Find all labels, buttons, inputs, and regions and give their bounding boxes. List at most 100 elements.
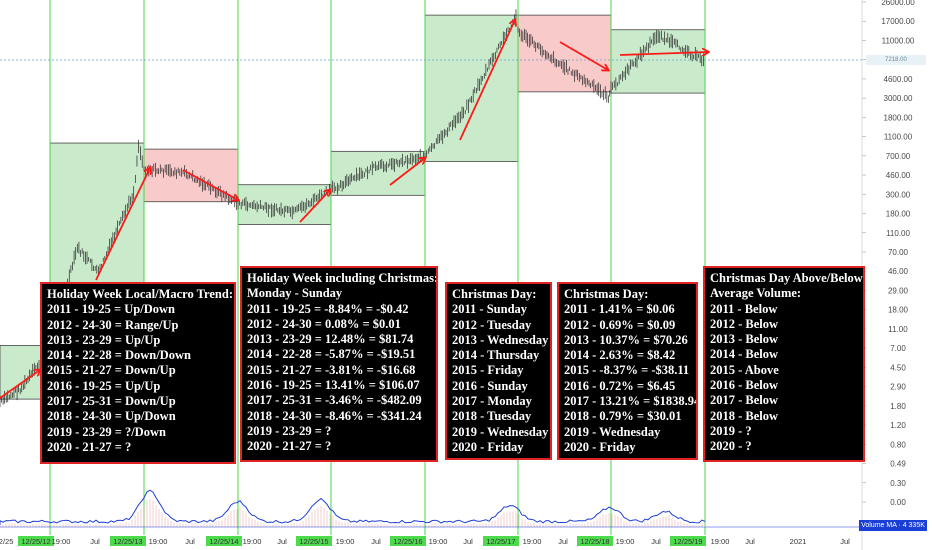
box-line: 2018 - Below (710, 408, 779, 423)
box-line: 2012 - Tuesday (452, 317, 532, 332)
date-tick-label: 12/25 (0, 537, 13, 546)
price-tick-label: 700.00 (886, 152, 911, 161)
date-tick-label: 12/25/16 (393, 537, 422, 546)
box-line: 2011 - Sunday (452, 302, 528, 317)
box-line: 2019 - ? (710, 423, 752, 438)
date-tick-label: Jul (558, 537, 568, 546)
price-axis: 26000.0017000.0011000.007100.004600.0030… (862, 0, 915, 507)
price-series (0, 9, 704, 408)
holiday-week-box: Holiday Week including Christmas: Monday… (240, 266, 438, 462)
date-tick-label: Jul (277, 537, 287, 546)
holiday-trend-title: Holiday Week Local/Macro Trend: (47, 287, 233, 301)
date-tick-label: 12/25/17 (486, 537, 515, 546)
box-line: 2011 - 1.41% = $0.06 (564, 302, 675, 317)
box-line: 2017 - 25-31 = -3.46% = -$482.09 (247, 393, 422, 408)
price-tick-label: 460.00 (886, 171, 911, 180)
zone-layer (0, 14, 706, 400)
date-highlight (18, 536, 54, 546)
christmas-pct-lines: 2011 - 1.41% = $0.06 2012 - 0.69% = $0.09… (564, 302, 698, 455)
date-highlight (670, 536, 706, 546)
box-line: 2017 - 25-31 = Down/Up (47, 394, 176, 409)
date-tick-label: 19:00 (711, 537, 730, 546)
date-tick-label: 2021 (790, 537, 807, 546)
christmas-pct-box: Christmas Day: 2011 - 1.41% = $0.06 2012 … (557, 282, 698, 460)
price-tick-label: 300.00 (886, 190, 911, 199)
price-tick-label: 0.00 (890, 498, 906, 507)
price-tick-label: 1800.00 (884, 113, 913, 122)
date-highlight (296, 536, 332, 546)
price-tick-label: 4.50 (890, 363, 906, 372)
price-tick-label: 11.00 (888, 325, 908, 334)
price-tick-label: 0.80 (890, 440, 906, 449)
box-line: 2020 - Friday (564, 439, 636, 454)
date-tick-label: 19:00 (149, 537, 168, 546)
christmas-volume-title: Christmas Day Above/Below (710, 271, 863, 285)
volume-series (0, 489, 706, 527)
box-line: 2014 - 22-28 = -5.87% = -$19.51 (247, 347, 416, 362)
box-line: 2013 - 23-29 = 12.48% = $81.74 (247, 332, 414, 347)
christmas-volume-box: Christmas Day Above/Below Average Volume… (703, 266, 865, 462)
price-tick-label: 4600.00 (884, 75, 913, 84)
box-line: 2012 - 24-30 = 0.08% = $0.01 (247, 316, 401, 331)
box-line: 2017 - Monday (452, 394, 532, 409)
holiday-week-lines: Monday - Sunday 2011 - 19-25 = -8.84% = -… (247, 286, 431, 454)
box-line: 2015 - Friday (452, 363, 524, 378)
trend-arrows (0, 20, 708, 399)
price-tick-label: 46.00 (888, 267, 909, 276)
date-tick-label: 19:00 (243, 537, 262, 546)
date-tick-label: 12/25/13 (113, 537, 142, 546)
christmas-day-box: Christmas Day: 2011 - Sunday 2012 - Tuesd… (445, 282, 552, 460)
box-line: 2013 - 10.37% = $70.26 (564, 332, 688, 347)
date-tick-label: 12/25/18 (580, 537, 609, 546)
date-tick-label: 12/25/19 (673, 537, 702, 546)
box-line: 2016 - 19-25 = 13.41% = $106.07 (247, 378, 420, 393)
volume-ma-line (0, 489, 706, 525)
price-tick-label: 0.49 (890, 460, 906, 469)
price-tick-label: 110.00 (886, 229, 910, 238)
box-line: 2011 - Below (710, 301, 778, 316)
date-tick-label: 12/25/12 (21, 537, 50, 546)
box-line: 2018 - 24-30 = -8.46% = -$341.24 (247, 408, 422, 423)
box-line: 2019 - 23-29 = ? (247, 423, 332, 438)
price-tick-label: 1.20 (890, 421, 906, 430)
trend-arrow (0, 370, 40, 399)
date-tick-label: 19:00 (523, 537, 542, 546)
date-tick-label: Jul (840, 537, 850, 546)
trend-arrow (389, 158, 425, 186)
box-line: 2016 - 0.72% = $6.45 (564, 378, 676, 393)
box-line: 2014 - Below (710, 347, 779, 362)
box-line: 2015 - -8.37% = -$38.11 (564, 363, 690, 378)
volume-ma-badge: Volume MA · 4 335K (859, 520, 927, 531)
box-line: 2018 - Tuesday (452, 409, 532, 424)
box-line: Monday - Sunday (247, 286, 343, 301)
date-tick-label: Jul (185, 537, 195, 546)
box-line: 2016 - Below (710, 378, 779, 393)
box-line: 2015 - 21-27 = -3.81% = -$16.68 (247, 362, 416, 377)
box-line: 2016 - Sunday (452, 378, 528, 393)
christmas-day-lines: 2011 - Sunday 2012 - Tuesday 2013 - Wednes… (452, 302, 549, 455)
trend-arrow (95, 168, 150, 281)
date-tick-label: Jul (90, 537, 100, 546)
holiday-trend-box: Holiday Week Local/Macro Trend: 2011 - 1… (40, 282, 236, 464)
price-tick-label: 3000.00 (884, 94, 913, 103)
price-tick-label: 18.00 (888, 306, 909, 315)
date-tick-label: Jul (371, 537, 381, 546)
trend-arrow (619, 52, 708, 55)
date-tick-label: 19:00 (52, 537, 71, 546)
box-line: 2014 - Thursday (452, 348, 540, 363)
box-line: 2011 - 19-25 = -8.84% = -$0.42 (247, 301, 409, 316)
box-line: 2012 - 24-30 = Range/Up (47, 317, 179, 332)
box-line: 2013 - Wednesday (452, 332, 549, 347)
date-tick-label: 12/25/14 (209, 537, 238, 546)
box-line: 2014 - 22-28 = Down/Down (47, 348, 191, 363)
date-highlight (577, 536, 613, 546)
box-line: 2020 - 21-27 = ? (47, 439, 132, 454)
price-tick-label: 1.80 (890, 402, 906, 411)
price-tick-label: 7.00 (890, 344, 906, 353)
price-tick-label: 70.00 (888, 248, 909, 257)
box-line: 2012 - Below (710, 316, 779, 331)
date-tick-label: 19:00 (429, 537, 448, 546)
box-line: 2014 - 2.63% = $8.42 (564, 348, 676, 363)
box-line: 2017 - 13.21% = $1838.94 (564, 394, 698, 409)
date-tick-label: 19:00 (616, 537, 635, 546)
